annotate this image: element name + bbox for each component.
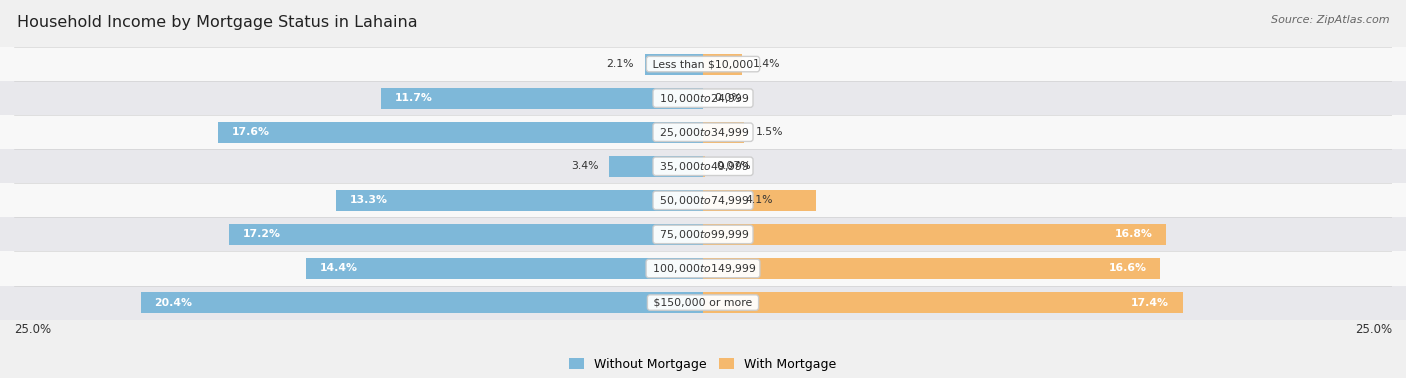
Text: $50,000 to $74,999: $50,000 to $74,999 [655,194,751,207]
Bar [703,190,815,211]
Text: $75,000 to $99,999: $75,000 to $99,999 [655,228,751,241]
Text: $25,000 to $34,999: $25,000 to $34,999 [655,126,751,139]
Bar [0,115,1406,149]
Bar [0,149,1406,183]
Text: 17.6%: 17.6% [232,127,270,137]
Text: 1.5%: 1.5% [755,127,783,137]
Text: Less than $10,000: Less than $10,000 [650,59,756,69]
Bar [307,258,703,279]
Bar [703,258,1160,279]
Bar [336,190,703,211]
Text: 16.8%: 16.8% [1115,229,1152,239]
Bar [703,156,704,177]
Text: 0.07%: 0.07% [716,161,751,171]
Text: 25.0%: 25.0% [1355,323,1392,336]
Bar [0,217,1406,251]
Text: $150,000 or more: $150,000 or more [650,297,756,308]
Bar [703,292,1182,313]
Text: 0.0%: 0.0% [714,93,742,103]
Bar [218,122,703,143]
Bar [0,285,1406,319]
Bar [141,292,703,313]
Bar [0,47,1406,81]
Bar [703,54,741,75]
Text: Source: ZipAtlas.com: Source: ZipAtlas.com [1271,15,1389,25]
Bar [229,224,703,245]
Text: $35,000 to $49,999: $35,000 to $49,999 [655,160,751,173]
Text: 14.4%: 14.4% [321,263,359,274]
Legend: Without Mortgage, With Mortgage: Without Mortgage, With Mortgage [564,353,842,376]
Text: $100,000 to $149,999: $100,000 to $149,999 [648,262,758,275]
Bar [0,251,1406,285]
Text: 17.4%: 17.4% [1130,297,1168,308]
Text: 1.4%: 1.4% [752,59,780,69]
Text: 20.4%: 20.4% [155,297,193,308]
Text: 17.2%: 17.2% [243,229,281,239]
Bar [609,156,703,177]
Text: 16.6%: 16.6% [1109,263,1147,274]
Bar [381,88,703,109]
Text: 3.4%: 3.4% [571,161,599,171]
Text: 11.7%: 11.7% [394,93,432,103]
Bar [703,224,1166,245]
Bar [0,81,1406,115]
Text: 25.0%: 25.0% [14,323,51,336]
Text: 4.1%: 4.1% [745,195,773,205]
Text: Household Income by Mortgage Status in Lahaina: Household Income by Mortgage Status in L… [17,15,418,30]
Bar [645,54,703,75]
Bar [703,122,744,143]
Text: $10,000 to $24,999: $10,000 to $24,999 [655,91,751,105]
Bar [0,183,1406,217]
Text: 2.1%: 2.1% [606,59,634,69]
Text: 13.3%: 13.3% [350,195,388,205]
